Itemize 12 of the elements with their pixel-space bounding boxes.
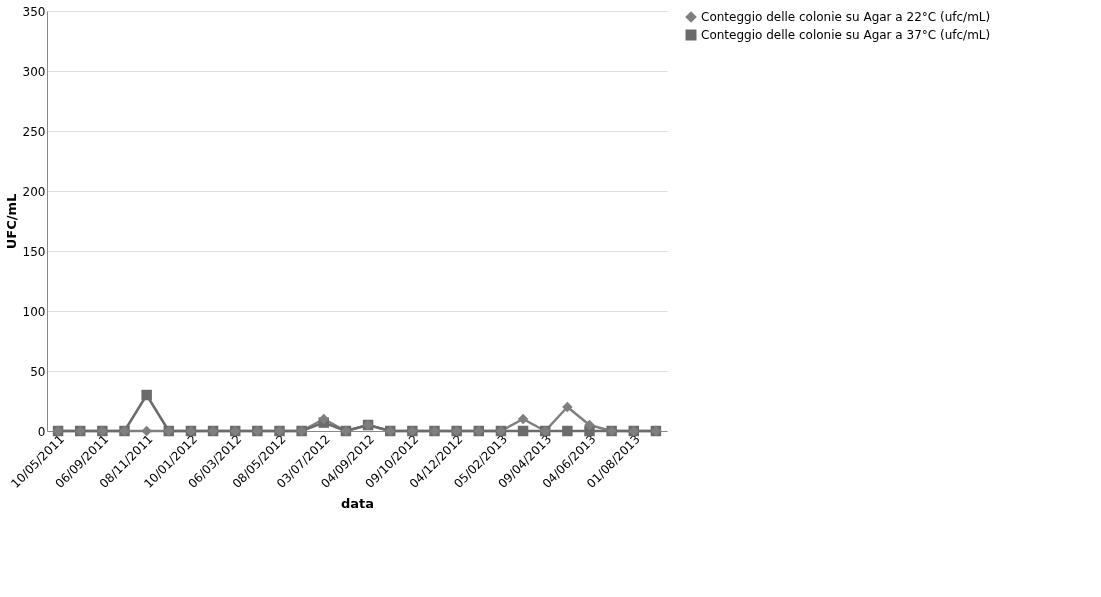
y-tick-label: 300: [22, 64, 46, 79]
y-axis-title: UFC/mL: [3, 193, 19, 250]
legend-label: Conteggio delle colonie su Agar a 22°C (ufc/mL): [701, 10, 991, 24]
legend-label: Conteggio delle colonie su Agar a 37°C (ufc/mL): [701, 28, 991, 42]
y-tick-label: 200: [22, 184, 46, 199]
y-tick-label: 250: [22, 124, 46, 139]
y-tick-label: 100: [22, 304, 46, 319]
y-tick-label: 50: [30, 364, 46, 379]
y-tick-label: 150: [22, 244, 46, 259]
y-tick-label: 350: [22, 4, 46, 19]
y-tick-label: 0: [37, 424, 46, 439]
x-axis-title: data: [340, 496, 375, 512]
